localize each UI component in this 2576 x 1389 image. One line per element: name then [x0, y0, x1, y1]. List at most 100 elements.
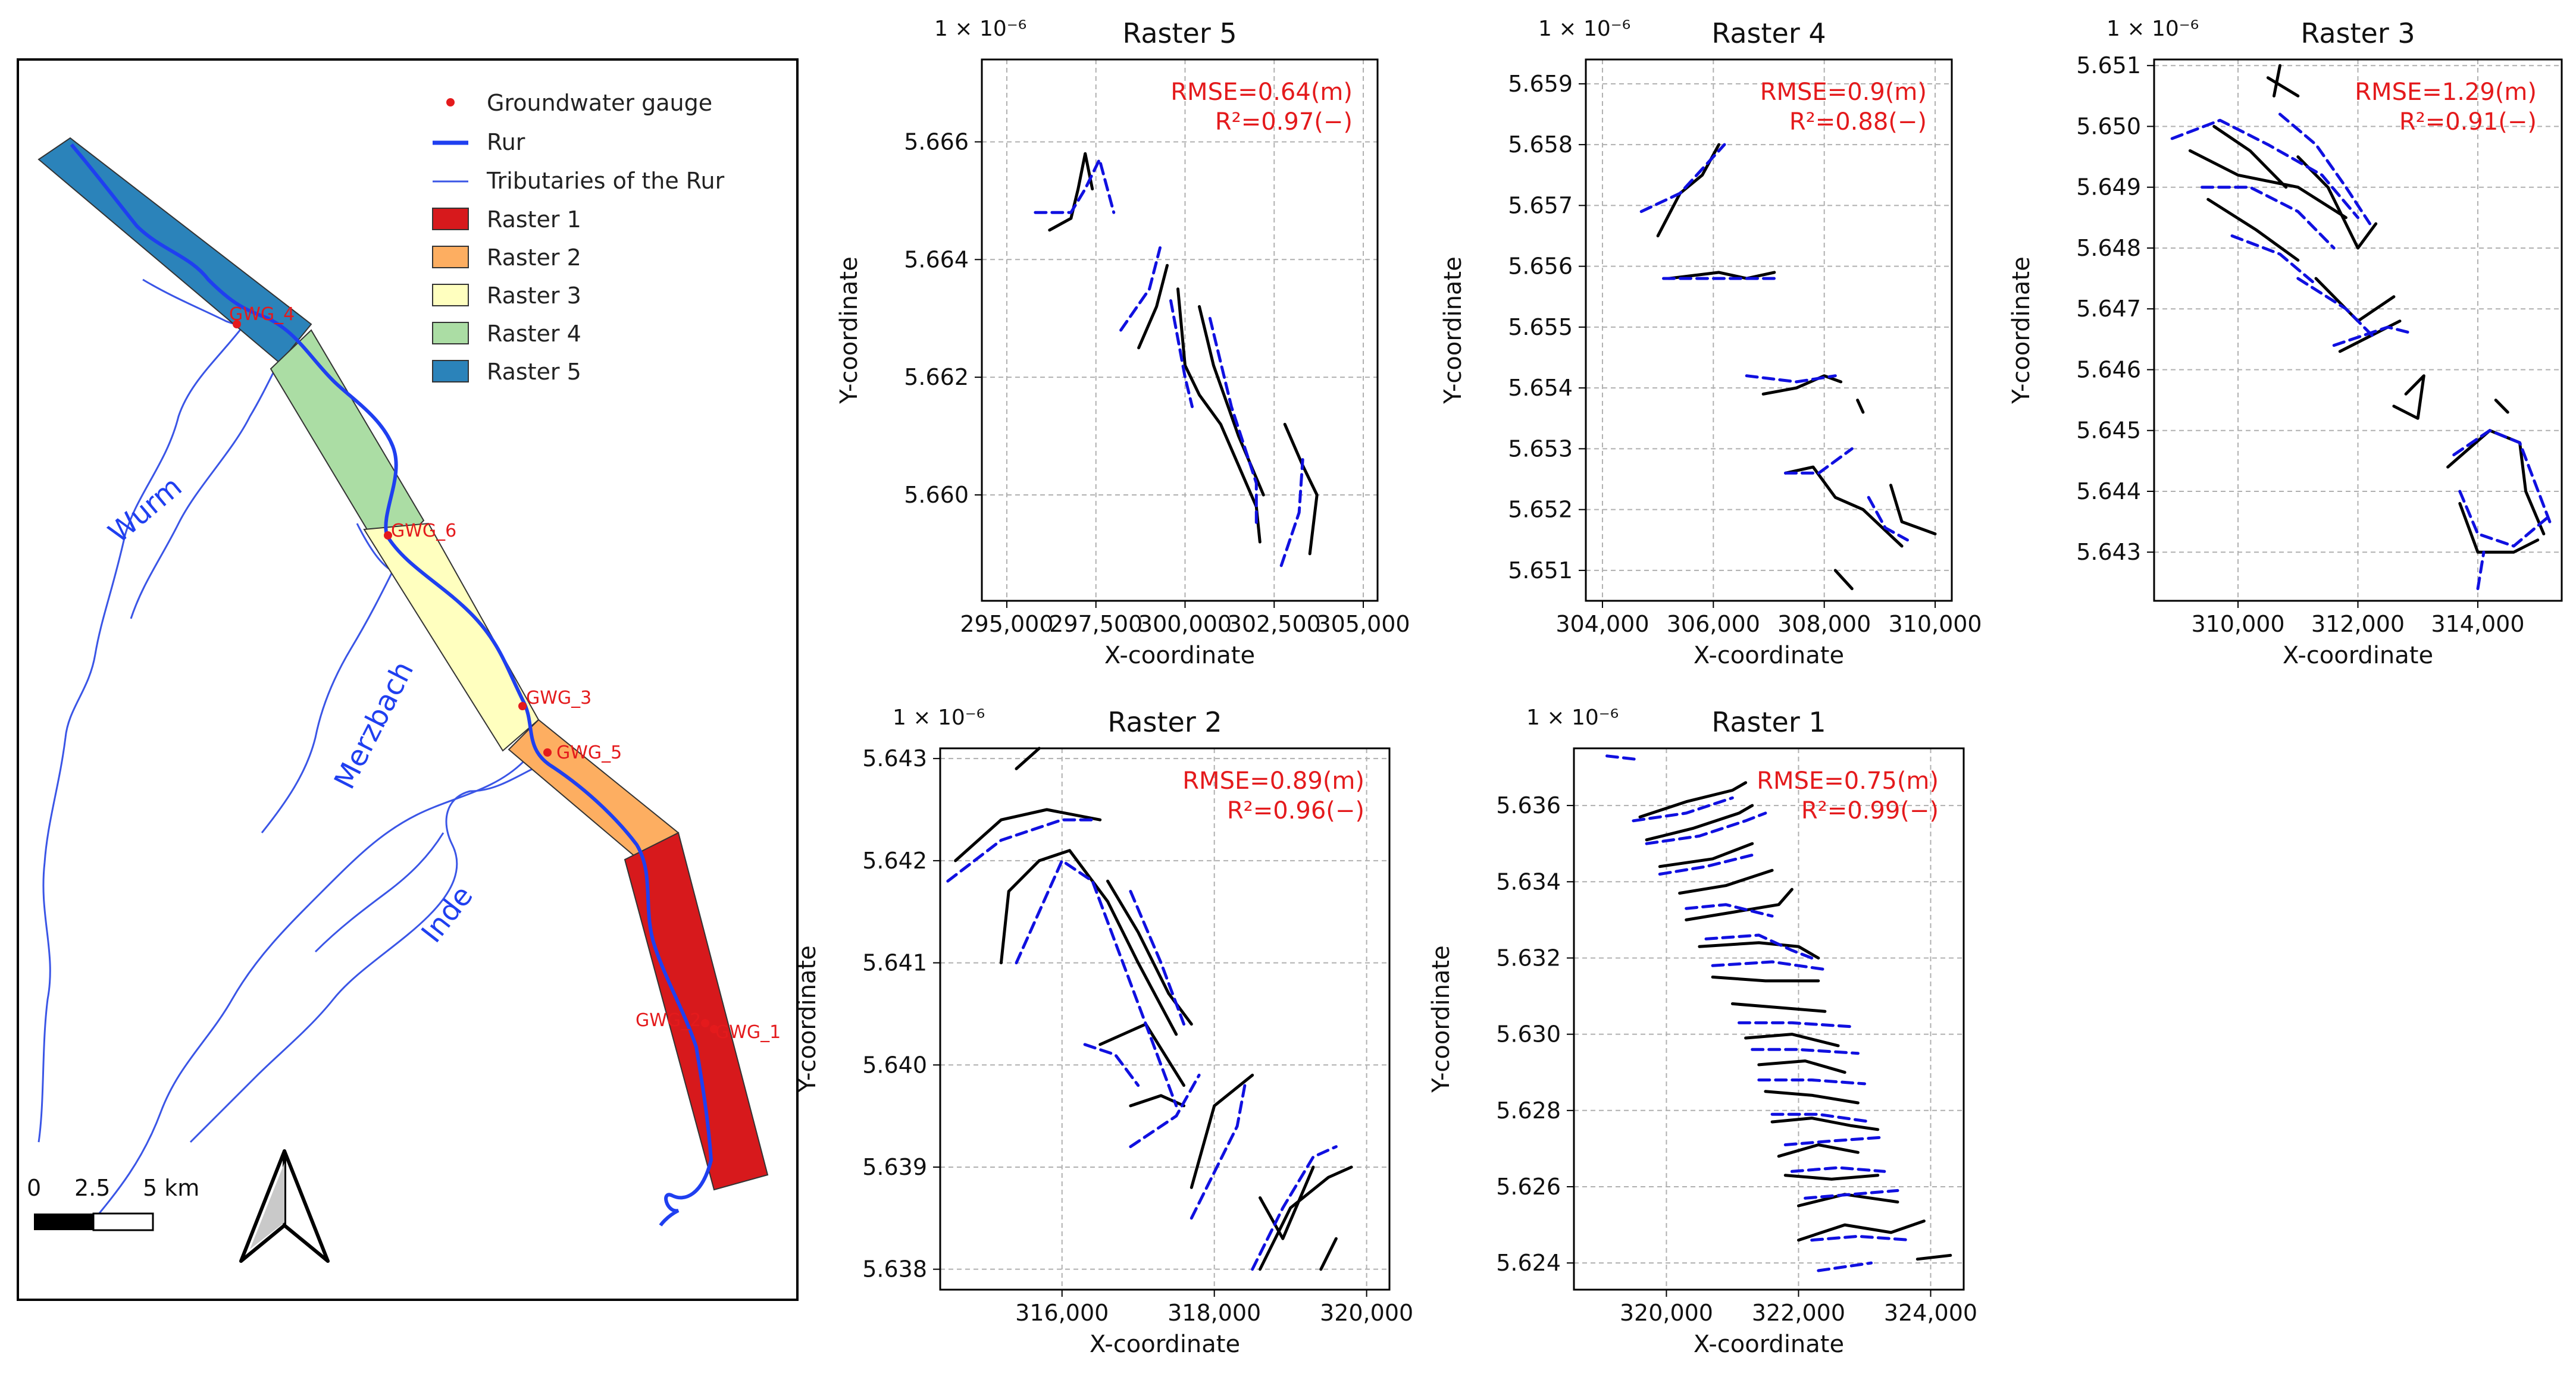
- series-observed: [1638, 781, 1952, 1261]
- chart-title: Raster 1: [1711, 706, 1826, 738]
- x-tick-label: 300,000: [1138, 611, 1232, 637]
- legend-label-5: Raster 3: [487, 283, 581, 309]
- chart-5: 320,000 322,000 324,000 5.624 5.626 5.628 5.63…: [1428, 706, 1977, 1358]
- observed-contour-line: [2338, 319, 2402, 353]
- tributary-merzbach: [88, 760, 525, 1226]
- simulated-contour-line: [2201, 186, 2336, 250]
- offset-multiplier: 1 × 10⁻⁶: [2107, 17, 2199, 41]
- simulated-contour-line: [1783, 1136, 1886, 1146]
- observed-contour-line: [2266, 76, 2300, 98]
- y-tick-label: 5.652: [1508, 497, 1573, 523]
- observed-contour-line: [1685, 888, 1794, 921]
- chart-3: 310,000 312,000 314,000 5.643 5.644 5.645 5.64…: [2008, 17, 2563, 669]
- scale-tick-1: 2.5: [74, 1175, 110, 1201]
- legend-label-3: Raster 1: [487, 206, 581, 233]
- gauge-gwg-5: [543, 748, 552, 757]
- x-tick-label: 304,000: [1555, 611, 1649, 637]
- observed-contour-line: [1711, 976, 1820, 983]
- scale-bar: 0 2.5 5 km: [27, 1175, 199, 1231]
- simulated-contour-line: [1639, 143, 1726, 214]
- simulated-contour-line: [2230, 234, 2318, 286]
- observed-contour-line: [2188, 149, 2347, 220]
- observed-contour-line: [1915, 1253, 1952, 1261]
- observed-contour-line: [2458, 501, 2540, 554]
- observed-contour-line: [1319, 1237, 1338, 1271]
- plot-frame: [2153, 58, 2563, 602]
- observed-contour-line: [1658, 842, 1754, 868]
- r2-annotation: R²=0.97(−): [1215, 108, 1353, 136]
- x-tick-label: 305,000: [1316, 611, 1410, 637]
- simulated-contour-line: [2278, 112, 2372, 225]
- observed-contour-line: [1770, 1117, 1880, 1131]
- rmse-annotation: RMSE=0.9(m): [1760, 79, 1927, 106]
- simulated-contour-line: [1279, 458, 1304, 567]
- y-tick-label: 5.650: [2076, 113, 2141, 139]
- x-axis-label: X-coordinate: [1090, 1331, 1240, 1358]
- observed-contour-line: [1048, 152, 1094, 232]
- y-tick-label: 5.626: [1496, 1174, 1561, 1200]
- gauge-gwg-3: [518, 702, 527, 710]
- gauge-label-gwg-5: GWG_5: [556, 742, 622, 763]
- rmse-annotation: RMSE=0.64(m): [1170, 79, 1353, 106]
- observed-contour-line: [1137, 264, 1169, 350]
- simulated-contour-line: [1738, 1021, 1853, 1029]
- simulated-contour-line: [2170, 118, 2359, 220]
- simulated-contour-line: [1015, 859, 1178, 1108]
- y-tick-label: 5.641: [862, 950, 927, 976]
- observed-contour-line: [1645, 804, 1754, 842]
- y-tick-label: 5.645: [2076, 418, 2141, 444]
- offset-multiplier: 1 × 10⁻⁶: [1526, 706, 1619, 730]
- r2-annotation: R²=0.99(−): [1801, 797, 1939, 824]
- tributary-merzbach-2: [261, 570, 394, 833]
- x-axis-label: X-coordinate: [1104, 642, 1255, 669]
- x-tick-label: 316,000: [1015, 1300, 1109, 1326]
- series-simulated: [2170, 112, 2552, 591]
- observed-contour-line: [1757, 1059, 1846, 1074]
- y-tick-label: 5.643: [862, 745, 927, 772]
- legend-gauge-icon: [446, 98, 455, 106]
- simulated-contour-line: [1190, 1084, 1247, 1220]
- observed-contour-line: [1259, 1165, 1353, 1271]
- simulated-contour-line: [2458, 490, 2552, 548]
- legend-label-7: Raster 5: [487, 359, 581, 385]
- observed-contour-line: [2273, 64, 2281, 98]
- gauge-label-gwg-2: GWG_2: [636, 1010, 701, 1031]
- y-tick-label: 5.646: [2076, 356, 2141, 382]
- plot-frame: [1573, 747, 1965, 1291]
- chart-title: Raster 4: [1711, 17, 1826, 49]
- simulated-contour-line: [1129, 889, 1185, 1026]
- simulated-contour-line: [2452, 429, 2552, 523]
- y-tick-label: 5.638: [862, 1256, 927, 1283]
- gauge-label-gwg-3: GWG_3: [526, 688, 591, 708]
- simulated-contour-line: [1632, 796, 1734, 823]
- y-tick-label: 5.655: [1508, 314, 1573, 340]
- legend-label-4: Raster 2: [487, 244, 581, 271]
- x-axis-label: X-coordinate: [1694, 642, 1844, 669]
- y-tick-label: 5.647: [2076, 296, 2141, 322]
- scale-bar-black: [34, 1214, 93, 1230]
- simulated-contour-line: [1784, 447, 1854, 475]
- series-simulated: [946, 818, 1338, 1271]
- x-tick-label: 308,000: [1777, 611, 1871, 637]
- simulated-contour-line: [1658, 853, 1754, 876]
- legend-raster-3-patch: [432, 284, 469, 306]
- y-tick-label: 5.657: [1508, 192, 1573, 218]
- offset-multiplier: 1 × 10⁻⁶: [893, 706, 985, 730]
- offset-multiplier: 1 × 10⁻⁶: [934, 17, 1026, 41]
- observed-contour-line: [1259, 1165, 1315, 1240]
- y-tick-label: 5.630: [1496, 1021, 1561, 1048]
- simulated-contour-line: [2296, 277, 2378, 341]
- y-tick-label: 5.634: [1496, 868, 1561, 895]
- map-panel: GWG_4 GWG_6 GWG_3 GWG_5 GWG_2 GWG_1 Wurm…: [17, 58, 799, 1301]
- simulated-contour-line: [946, 818, 1094, 883]
- simulated-contour-line: [1790, 1166, 1886, 1173]
- observed-contour-line: [1678, 868, 1774, 895]
- plot-frame: [939, 747, 1391, 1291]
- observed-contour-line: [1797, 1219, 1926, 1242]
- y-axis-label: Y-coordinate: [794, 945, 821, 1093]
- simulated-contour-line: [1867, 496, 1909, 542]
- gauges: [233, 320, 718, 1033]
- scale-tick-2: 5 km: [143, 1175, 199, 1201]
